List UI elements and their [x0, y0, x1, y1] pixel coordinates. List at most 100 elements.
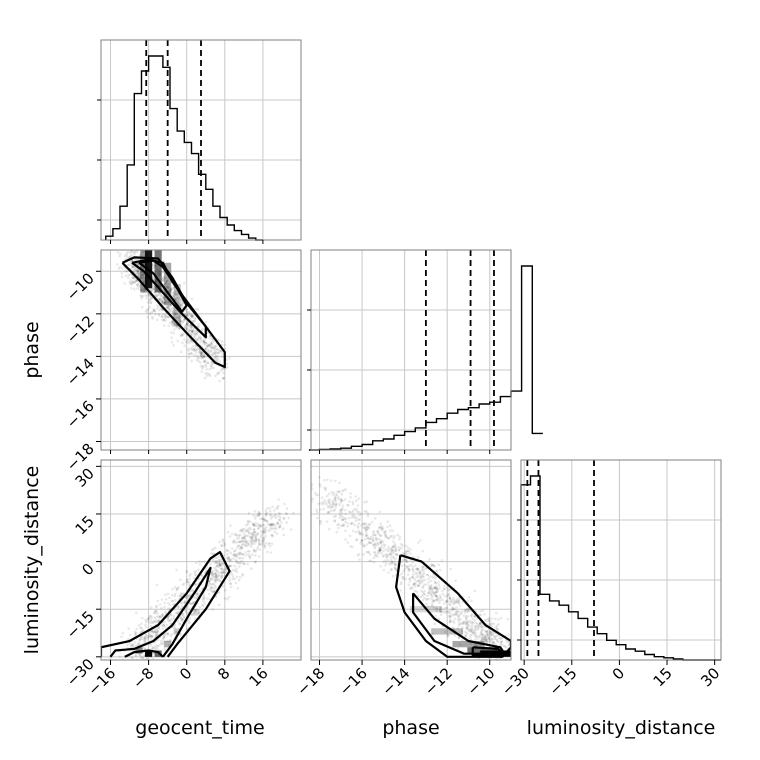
scatter-point — [138, 653, 141, 657]
scatter-point — [202, 354, 205, 357]
scatter-point — [173, 286, 176, 290]
scatter-point — [129, 282, 132, 285]
scatter-point — [241, 553, 245, 556]
scatter-point — [355, 516, 358, 519]
scatter-point — [435, 587, 439, 591]
scatter-point — [184, 610, 188, 614]
scatter-point — [394, 557, 397, 561]
scatter-point — [146, 617, 150, 621]
scatter-point — [221, 355, 224, 359]
scatter-point — [247, 542, 251, 546]
scatter-point — [351, 521, 354, 525]
scatter-point — [216, 357, 220, 361]
scatter-point — [213, 351, 217, 355]
scatter-point — [202, 355, 206, 359]
scatter-point — [257, 538, 260, 541]
scatter-point — [191, 331, 194, 334]
scatter-point — [220, 350, 223, 353]
scatter-point — [208, 374, 212, 378]
scatter-point — [272, 523, 275, 526]
grid — [101, 40, 721, 660]
scatter-point — [432, 591, 436, 594]
scatter-point — [220, 571, 223, 575]
scatter-point — [214, 576, 218, 580]
scatter-point — [258, 543, 262, 546]
scatter-point — [168, 289, 172, 292]
scatter-point — [170, 336, 173, 340]
scatter-point — [217, 348, 221, 352]
scatter-point — [196, 593, 200, 596]
scatter-point — [193, 573, 197, 576]
scatter-point — [182, 332, 185, 336]
x-tick-label: 0 — [609, 664, 628, 683]
scatter-point — [351, 500, 355, 504]
scatter-point — [486, 640, 489, 643]
scatter-point — [470, 630, 474, 634]
scatter-point — [156, 633, 159, 636]
scatter-point — [328, 498, 331, 501]
scatter-point — [384, 559, 387, 562]
scatter-point — [199, 338, 203, 342]
scatter-point — [241, 561, 245, 564]
scatter-point — [215, 574, 219, 577]
scatter-point — [487, 630, 490, 633]
scatter-point — [355, 508, 359, 511]
scatter-point — [375, 539, 378, 542]
x-tick-label: 0 — [176, 664, 195, 683]
scatter-point — [465, 621, 468, 625]
scatter-point — [395, 552, 398, 556]
scatter-point — [221, 564, 224, 567]
scatter-point — [138, 275, 142, 279]
scatter-point — [178, 319, 182, 322]
scatter-point — [466, 607, 470, 611]
scatter-point — [346, 541, 350, 544]
scatter-point — [499, 642, 503, 646]
scatter-point — [200, 356, 203, 359]
scatter-point — [190, 588, 194, 591]
scatter-point — [482, 638, 486, 641]
scatter-point — [217, 577, 220, 581]
scatter-point — [211, 346, 214, 350]
scatter-point — [174, 598, 177, 602]
scatter-point — [208, 579, 211, 583]
scatter-point — [327, 511, 330, 514]
scatter-point — [266, 507, 269, 510]
scatter-point — [233, 532, 237, 536]
scatter-point — [195, 337, 198, 340]
histograms — [105, 55, 721, 661]
scatter-point — [386, 549, 390, 553]
scatter-point — [481, 626, 484, 629]
scatter-point — [202, 597, 205, 600]
scatter-point — [365, 531, 368, 535]
scatter-point — [168, 638, 172, 642]
scatter-point — [190, 332, 193, 336]
scatter-point — [407, 550, 410, 553]
scatter-point — [197, 322, 200, 326]
scatter-point — [378, 550, 381, 554]
scatter-point — [374, 545, 377, 548]
scatter-point — [149, 301, 152, 305]
scatter-point — [483, 613, 486, 616]
scatter-point — [214, 573, 218, 577]
scatter-point — [517, 654, 520, 657]
scatter-point — [189, 572, 192, 576]
scatter-point — [172, 296, 176, 299]
scatter-point — [353, 516, 356, 519]
scatter-point — [253, 560, 257, 564]
scatter-point — [194, 332, 197, 336]
scatter-point — [154, 648, 157, 651]
scatter-point — [335, 493, 339, 497]
scatter-point — [197, 325, 200, 328]
scatter-point — [315, 510, 319, 514]
scatter-point — [211, 353, 214, 356]
scatter-point — [376, 529, 380, 532]
scatter-point — [458, 622, 461, 626]
scatter-point — [253, 530, 256, 534]
scatter-point — [221, 367, 224, 371]
scatter-point — [240, 559, 243, 563]
scatter-point — [409, 548, 412, 551]
scatter-point — [257, 511, 261, 515]
scatter-point — [191, 330, 195, 333]
scatter-point — [214, 559, 217, 563]
scatter-point — [244, 535, 247, 538]
